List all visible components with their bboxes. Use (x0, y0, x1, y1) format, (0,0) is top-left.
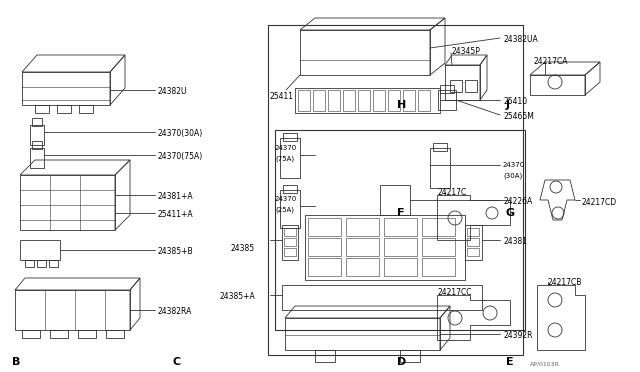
Bar (282, 285, 482, 310)
Text: 25465M: 25465M (503, 112, 534, 121)
Text: (75A): (75A) (275, 155, 294, 161)
Bar (450, 80, 462, 92)
Text: 24381+A: 24381+A (158, 192, 194, 201)
Bar (346, 238, 379, 256)
Text: 24217CD: 24217CD (582, 198, 617, 207)
Bar (283, 133, 297, 141)
Bar (22, 330, 40, 338)
Bar (422, 258, 455, 276)
Bar (284, 238, 296, 246)
Bar (422, 238, 455, 256)
Bar (32, 141, 42, 149)
Bar (284, 248, 296, 256)
Bar (403, 90, 415, 111)
Bar (284, 228, 296, 236)
Bar (57, 105, 71, 113)
Text: 24385+B: 24385+B (158, 247, 194, 256)
Bar (467, 248, 479, 256)
Bar (433, 143, 447, 151)
Bar (49, 260, 58, 267)
Text: 24217CB: 24217CB (548, 278, 582, 287)
Text: 24385+A: 24385+A (220, 292, 255, 301)
Bar (313, 90, 325, 111)
Bar (280, 190, 300, 228)
Bar (298, 90, 310, 111)
Bar (328, 90, 340, 111)
Bar (343, 90, 355, 111)
Bar (106, 330, 124, 338)
Text: 24381: 24381 (503, 237, 527, 246)
Text: AP/0103R: AP/0103R (530, 362, 560, 367)
Text: 25411: 25411 (270, 92, 294, 101)
Text: 24217CC: 24217CC (438, 288, 472, 297)
Bar (315, 350, 335, 362)
Bar (384, 258, 417, 276)
Bar (268, 25, 523, 355)
Text: (30A): (30A) (503, 172, 522, 179)
Text: 24385: 24385 (231, 244, 255, 253)
Text: 24370: 24370 (275, 145, 297, 151)
Bar (283, 185, 297, 193)
Bar (384, 238, 417, 256)
Bar (467, 238, 479, 246)
Bar (295, 88, 440, 113)
Text: 25411+A: 25411+A (158, 210, 194, 219)
Bar (422, 218, 455, 236)
Bar (400, 350, 420, 362)
Bar (78, 330, 96, 338)
Text: 24370: 24370 (503, 162, 525, 168)
Bar (35, 105, 49, 113)
Text: 24370: 24370 (275, 196, 297, 202)
Text: D: D (397, 357, 406, 367)
Bar (346, 218, 379, 236)
Bar (37, 260, 46, 267)
Text: F: F (397, 208, 404, 218)
Text: 24217CA: 24217CA (534, 57, 568, 66)
Bar (467, 228, 479, 236)
Text: 24392R: 24392R (503, 331, 532, 340)
Bar (384, 218, 417, 236)
Bar (373, 90, 385, 111)
Text: 24370(75A): 24370(75A) (158, 152, 204, 161)
Text: 25410: 25410 (503, 97, 527, 106)
Bar (418, 90, 430, 111)
Text: (25A): (25A) (275, 206, 294, 212)
Text: E: E (506, 357, 513, 367)
Bar (50, 330, 68, 338)
Text: 24226A: 24226A (503, 197, 532, 206)
Bar (346, 258, 379, 276)
Text: G: G (506, 208, 515, 218)
Bar (308, 238, 341, 256)
Text: B: B (12, 357, 20, 367)
Bar (30, 148, 44, 168)
Text: 24382UA: 24382UA (503, 35, 538, 44)
Bar (358, 90, 370, 111)
Bar (380, 185, 410, 215)
Text: 24370(30A): 24370(30A) (158, 129, 204, 138)
Bar (79, 105, 93, 113)
Bar (308, 218, 341, 236)
Bar (280, 138, 300, 178)
Bar (388, 90, 400, 111)
Bar (440, 85, 454, 93)
Text: J: J (506, 100, 509, 110)
Text: 24382RA: 24382RA (158, 307, 193, 316)
Bar (275, 130, 525, 330)
Text: 24382U: 24382U (158, 87, 188, 96)
Bar (438, 90, 456, 110)
Bar (430, 148, 450, 188)
Bar (32, 118, 42, 126)
Text: H: H (397, 100, 406, 110)
Text: 24345P: 24345P (451, 47, 480, 56)
Bar (465, 80, 477, 92)
Text: C: C (173, 357, 181, 367)
Bar (30, 125, 44, 145)
Bar (25, 260, 34, 267)
Bar (308, 258, 341, 276)
Text: 24217C: 24217C (438, 188, 467, 197)
